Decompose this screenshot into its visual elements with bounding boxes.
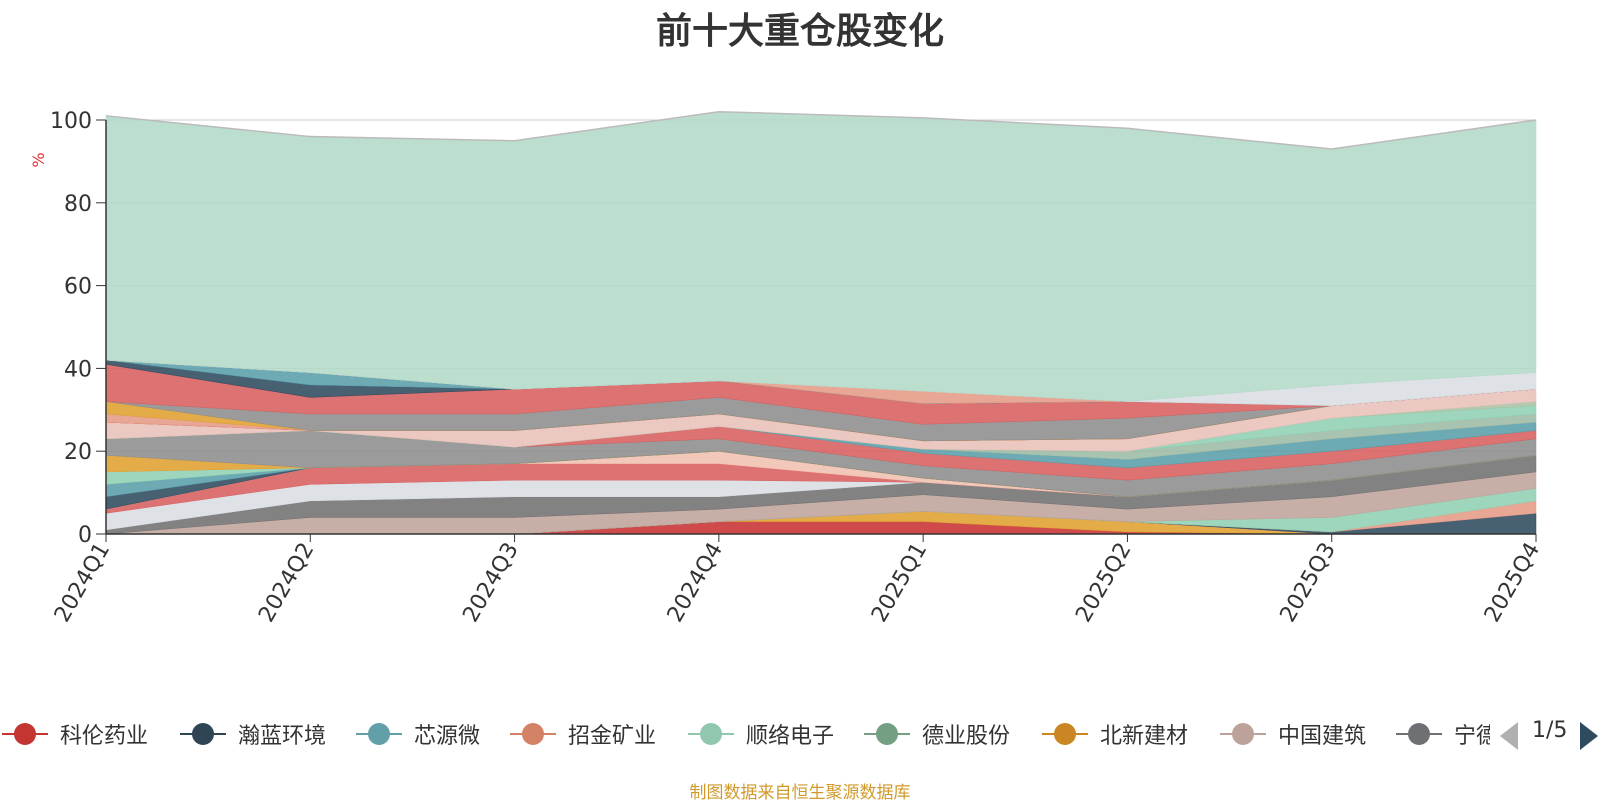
legend-marker-icon xyxy=(1220,723,1266,745)
legend-label: 科伦药业 xyxy=(60,724,149,749)
stacked-areas xyxy=(105,110,1537,535)
legend-label: 北新建材 xyxy=(1100,724,1189,749)
y-tick-label: 0 xyxy=(78,523,92,548)
legend-label: 德业股份 xyxy=(922,724,1011,749)
legend-label: 招金矿业 xyxy=(568,724,657,749)
legend-label: 中国建筑 xyxy=(1278,724,1367,749)
legend-item[interactable]: 招金矿业 xyxy=(508,716,656,752)
legend-label: 芯源微 xyxy=(414,724,481,749)
y-axis-label: % xyxy=(29,152,48,167)
x-tick-label: 2024Q4 xyxy=(663,539,728,627)
legend-item[interactable]: 顺络电子 xyxy=(686,716,834,752)
legend-marker-icon xyxy=(1042,723,1088,745)
legend-marker-icon xyxy=(356,723,402,745)
legend-page-indicator: 1/5 xyxy=(1532,718,1568,743)
x-tick-label: 2025Q1 xyxy=(867,539,932,627)
legend-marker-icon xyxy=(864,723,910,745)
legend-marker-icon xyxy=(2,723,48,745)
legend-label: 顺络电子 xyxy=(746,724,835,749)
legend-item[interactable]: 科伦药业 xyxy=(0,716,148,752)
legend-pager: 1/5 xyxy=(1496,716,1600,752)
legend-item[interactable]: 芯源微 xyxy=(354,716,480,752)
legend-item[interactable]: 德业股份 xyxy=(862,716,1010,752)
legend-next-page-icon[interactable] xyxy=(1580,722,1598,750)
y-tick-label: 100 xyxy=(50,109,92,134)
x-tick-label: 2024Q2 xyxy=(254,539,319,627)
x-tick-label: 2024Q1 xyxy=(50,539,115,627)
y-tick-label: 60 xyxy=(64,275,92,300)
legend-item[interactable]: 瀚蓝环境 xyxy=(178,716,326,752)
x-tick-label: 2024Q3 xyxy=(458,539,523,627)
area-series-ag[interactable] xyxy=(105,111,1537,402)
total-outline xyxy=(105,110,1537,150)
legend-marker-icon xyxy=(510,723,556,745)
legend-item[interactable]: 中国建筑 xyxy=(1218,716,1366,752)
chart-title: 前十大重仓股变化 xyxy=(655,11,944,52)
legend-label: 瀚蓝环境 xyxy=(238,724,327,749)
legend-prev-page-icon[interactable] xyxy=(1500,722,1518,750)
legend-item[interactable]: 宁德时代 xyxy=(1394,716,1490,752)
legend-item[interactable]: 北新建材 xyxy=(1040,716,1188,752)
x-tick-label: 2025Q4 xyxy=(1480,539,1545,627)
x-tick-label: 2025Q2 xyxy=(1071,539,1136,627)
y-tick-label: 20 xyxy=(64,440,92,465)
y-tick-label: 80 xyxy=(64,192,92,217)
legend-marker-icon xyxy=(180,723,226,745)
x-tick-label: 2025Q3 xyxy=(1276,539,1341,627)
legend-marker-icon xyxy=(1396,723,1442,745)
legend-label: 宁德时代 xyxy=(1454,724,1490,749)
legend-marker-icon xyxy=(688,723,734,745)
legend: 科伦药业 瀚蓝环境 芯源微 招金矿业 顺络电子 德业股份 北新建材 中国建筑 宁德时代 xyxy=(0,716,1490,752)
chart-plot: 0 20 40 60 80 100 2024Q1 2024Q2 2024Q3 2024Q4 2025… xyxy=(29,109,1545,627)
y-tick-label: 40 xyxy=(64,357,92,382)
data-source-note: 制图数据来自恒生聚源数据库 xyxy=(689,783,911,803)
